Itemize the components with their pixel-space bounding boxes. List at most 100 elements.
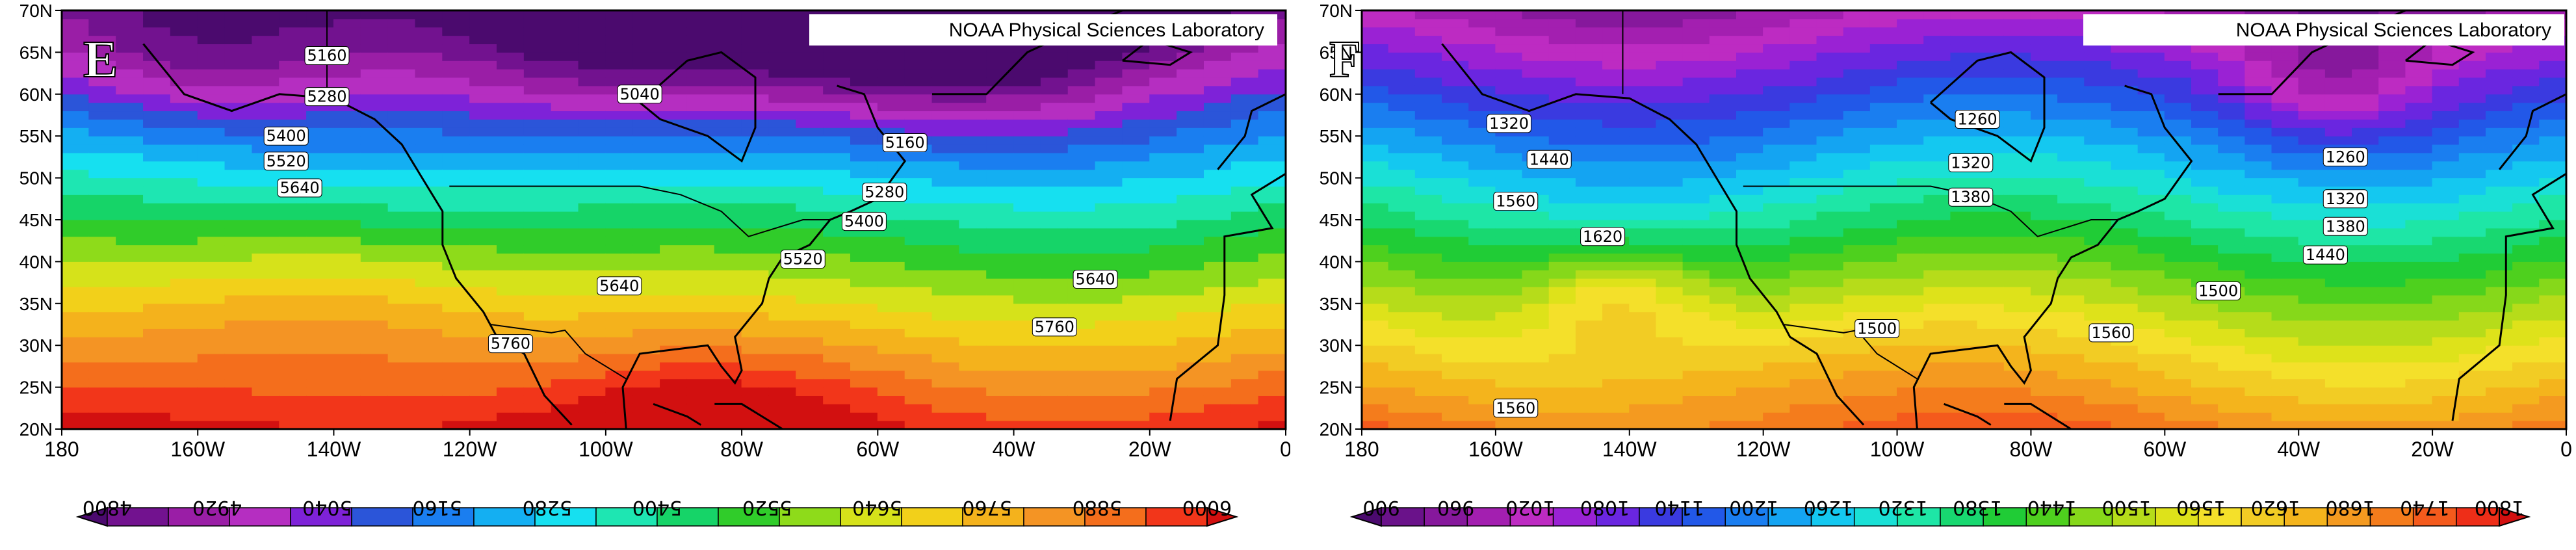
colorbar-swatch [1897,507,1941,527]
svg-text:5160: 5160 [885,134,925,152]
contour-label: 1440 [2302,245,2348,265]
lon-tick-label: 60W [856,438,900,461]
colorbar-swatch [2326,507,2371,527]
contour-label: 1320 [1486,114,1531,133]
lon-tick-label: 0 [2560,438,2572,461]
shaded-field [62,10,1286,429]
lon-tick-label: 100W [1870,438,1925,461]
lon-tick-label: 140W [1602,438,1657,461]
colorbar-swatch [1023,507,1086,527]
lat-tick-label: 50N [1320,168,1353,189]
lon-tick-label: 0 [1280,438,1290,461]
lat-tick-label: 35N [20,294,53,314]
contour-label: 5760 [1032,317,1077,337]
lat-tick-label: 20N [20,419,53,439]
lon-tick-label: 20W [1128,438,1172,461]
colorbar-level-label: 5400 [632,496,682,519]
lat-tick-label: 70N [1320,1,1353,21]
credit-text: NOAA Physical Sciences Laboratory [949,20,1264,41]
svg-text:1560: 1560 [1496,192,1535,211]
colorbar-swatch [1639,507,1683,527]
contour-label: 5400 [263,126,309,146]
contour-label: 5280 [304,87,350,107]
colorbar-level-label: 5160 [412,496,462,519]
map-f-svg: 180 160W 140W 120W 100W 80W 60W 40W 20W 0 70N 65N 60… [1320,1,2572,527]
colorbar-level-label: 1200 [1729,496,1778,519]
colorbar-swatch [290,507,352,527]
lat-tick-label: 60N [20,85,53,105]
lat-tick-label: 60N [1320,85,1353,105]
contour-label: 5640 [597,276,642,296]
svg-text:5160: 5160 [307,47,346,65]
svg-text:5400: 5400 [267,127,306,145]
svg-text:5400: 5400 [844,213,884,231]
contour-label: 1620 [1580,227,1626,246]
lon-tick-label: 40W [993,438,1036,461]
lon-tick-label: 40W [2277,438,2321,461]
colorbar-swatch [962,507,1024,527]
svg-text:5640: 5640 [280,179,320,197]
map-e-svg: 180 160W 140W 120W 100W 80W 60W 40W 20W 0 70N 65N 60… [20,1,1290,527]
colorbar-swatch [1596,507,1640,527]
lon-tick-label: 160W [1468,438,1523,461]
colorbar-swatch [1145,507,1208,527]
colorbar-swatch [779,507,841,527]
contour-label: 5520 [263,151,309,171]
colorbar-swatch [595,507,658,527]
contour-label: 5280 [862,182,907,202]
credit-box: NOAA Physical Sciences Laboratory [2083,14,2564,46]
contour-label: 1320 [2322,189,2368,209]
colorbar-swatch [2283,507,2328,527]
lat-tick-label: 25N [20,378,53,398]
svg-text:5280: 5280 [865,183,904,201]
contour-label: 1380 [2322,216,2368,236]
lon-tick-label: 140W [307,438,361,461]
panel-letter: E [83,31,118,88]
lat-tick-label: 45N [20,210,53,230]
lat-tick-label: 45N [1320,210,1353,230]
colorbar-level-label: 900 [1362,496,1399,519]
contour-label: 5520 [780,250,826,269]
svg-text:1320: 1320 [2326,190,2365,208]
contour-label: 1260 [2322,147,2368,166]
lon-tick-label: 160W [170,438,225,461]
svg-text:1320: 1320 [1489,114,1529,133]
svg-text:1260: 1260 [2326,148,2365,166]
contour-label: 1500 [2196,281,2241,300]
lon-tick-label: 120W [1736,438,1791,461]
svg-text:5760: 5760 [491,335,530,353]
panel-f: 180 160W 140W 120W 100W 80W 60W 40W 20W 0 70N 65N 60… [1290,0,2576,550]
colorbar-level-label: 1440 [2027,496,2077,519]
colorbar-swatch [168,507,230,527]
credit-text: NOAA Physical Sciences Laboratory [2236,20,2551,41]
colorbar-swatch [901,507,963,527]
colorbar-swatch [2198,507,2242,527]
lon-tick-label: 180 [1344,438,1379,461]
svg-text:1560: 1560 [1496,399,1535,417]
colorbar-level-label: 960 [1437,496,1474,519]
svg-text:1320: 1320 [1951,153,1990,172]
lat-tick-label: 35N [1320,294,1353,314]
lon-tick-label: 20W [2411,438,2454,461]
colorbar: 4800 4920 5040 5160 5280 5400 5520 5640 5760 5880… [75,496,1239,527]
svg-text:1440: 1440 [2306,246,2345,264]
contour-label: 1320 [1948,153,1994,172]
svg-text:1380: 1380 [1951,188,1990,206]
lat-tick-label: 25N [1320,378,1353,398]
lat-tick-label: 65N [20,42,53,62]
colorbar-level-label: 5040 [302,496,352,519]
lat-tick-label: 30N [20,335,53,356]
colorbar-swatch [840,507,902,527]
svg-text:1500: 1500 [2198,282,2238,300]
lon-tick-label: 60W [2143,438,2187,461]
colorbar-max-arrow [2499,506,2531,527]
colorbar-swatch [1853,507,1898,527]
lat-tick-label: 40N [1320,252,1353,272]
colorbar-swatch [1724,507,1769,527]
colorbar-level-label: 5880 [1073,496,1122,519]
svg-text:5280: 5280 [307,88,346,106]
colorbar-swatch [718,507,780,527]
colorbar-swatch [1424,507,1468,527]
svg-text:5040: 5040 [620,85,660,103]
contour-label: 1380 [1948,187,1994,207]
